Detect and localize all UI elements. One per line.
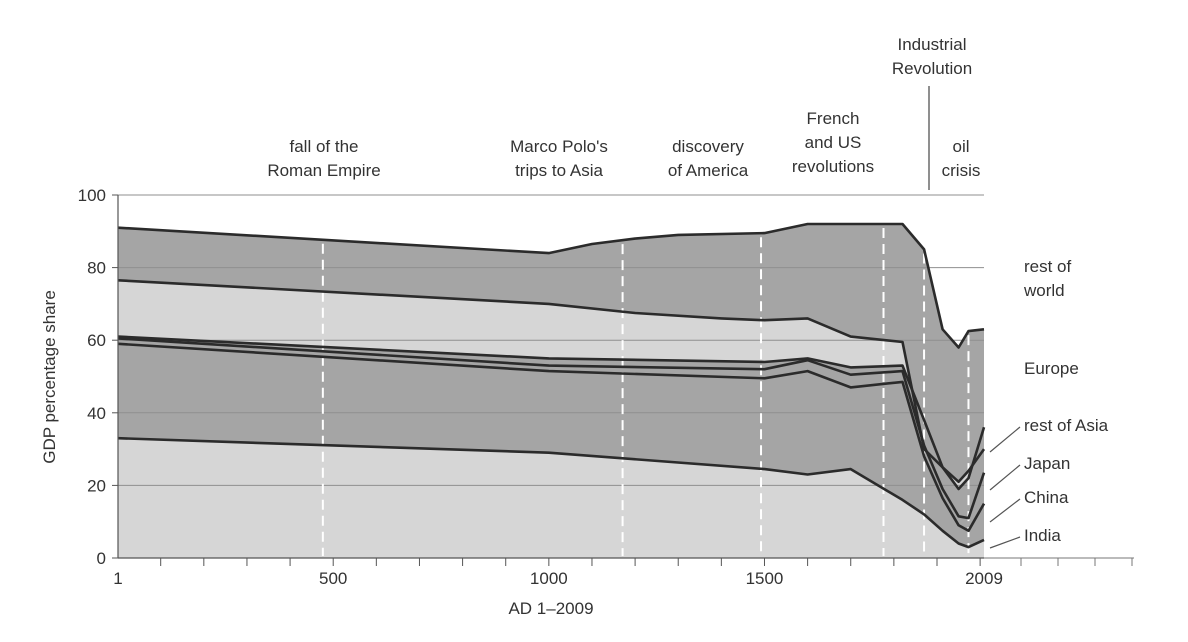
y-tick-label: 20 [87,476,106,495]
y-tick-label: 0 [97,549,106,568]
label-japan: Japan [1024,454,1070,473]
event-label-4: Industrial Revolution [892,35,972,78]
band-rest-of-world [118,224,984,482]
boundary-line-2 [117,337,986,520]
y-axis-label: GDP percentage share [40,290,59,464]
y-tick-label: 100 [78,186,106,205]
label-leader-1 [989,464,1021,491]
event-label-5: oil crisis [942,137,981,180]
axes [112,86,1134,566]
x-tick-label: 1 [113,569,122,588]
label-leader-2 [989,498,1021,523]
label-leader-3 [989,536,1021,549]
event-label-3: French and US revolutions [792,109,874,176]
x-axis-label: AD 1–2009 [508,599,593,618]
label-leader-0 [989,426,1021,453]
band-europe [118,280,984,490]
y-tick-label: 60 [87,331,106,350]
boundary-lines [117,222,986,549]
x-tick-label: 2009 [965,569,1003,588]
area-bands [118,224,984,558]
boundary-line-3 [117,335,986,491]
event-label-1: Marco Polo's trips to Asia [510,137,608,180]
boundary-line-5 [117,222,985,349]
y-tick-label: 80 [87,259,106,278]
label-europe: Europe [1024,359,1079,378]
x-tick-label: 1000 [530,569,568,588]
label-rest-of-asia: rest of Asia [1024,416,1109,435]
band-india [118,438,984,558]
x-tick-label: 500 [319,569,347,588]
label-china: China [1024,488,1069,507]
y-tick-label: 40 [87,404,106,423]
event-label-2: discovery of America [668,137,749,180]
x-tick-label: 1500 [746,569,784,588]
boundary-line-0 [117,436,985,549]
boundary-line-4 [117,279,986,484]
event-label-0: fall of the Roman Empire [267,137,380,180]
boundary-line-1 [117,342,986,533]
band-china [118,343,984,548]
gridlines [118,194,984,486]
label-india: India [1024,526,1061,545]
label-rest-of-world: rest of world [1023,257,1072,300]
